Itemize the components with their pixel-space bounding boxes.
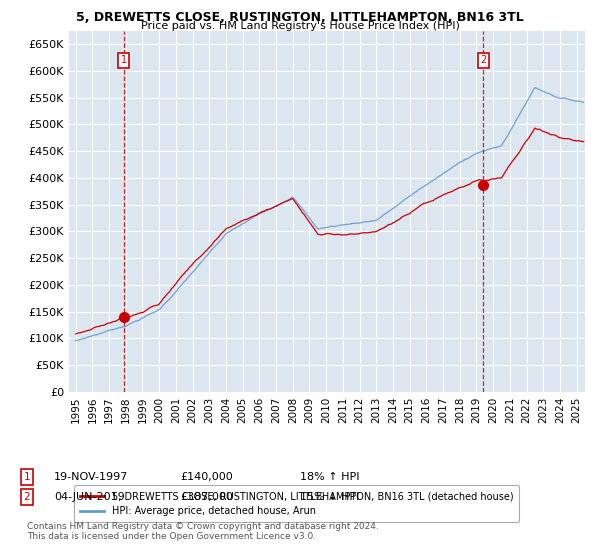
Text: 2: 2 [481,55,487,65]
Text: 19-NOV-1997: 19-NOV-1997 [54,472,128,482]
Text: £387,000: £387,000 [180,492,233,502]
Text: 04-JUN-2019: 04-JUN-2019 [54,492,125,502]
Text: £140,000: £140,000 [180,472,233,482]
Text: 1: 1 [23,472,31,482]
Text: Price paid vs. HM Land Registry's House Price Index (HPI): Price paid vs. HM Land Registry's House … [140,21,460,31]
Text: 2: 2 [23,492,31,502]
Text: 15% ↓ HPI: 15% ↓ HPI [300,492,359,502]
Text: 5, DREWETTS CLOSE, RUSTINGTON, LITTLEHAMPTON, BN16 3TL: 5, DREWETTS CLOSE, RUSTINGTON, LITTLEHAM… [76,11,524,24]
Text: 1: 1 [121,55,127,65]
Text: Contains HM Land Registry data © Crown copyright and database right 2024.
This d: Contains HM Land Registry data © Crown c… [27,522,379,542]
Text: 18% ↑ HPI: 18% ↑ HPI [300,472,359,482]
Legend: 5, DREWETTS CLOSE, RUSTINGTON, LITTLEHAMPTON, BN16 3TL (detached house), HPI: Av: 5, DREWETTS CLOSE, RUSTINGTON, LITTLEHAM… [74,486,519,522]
